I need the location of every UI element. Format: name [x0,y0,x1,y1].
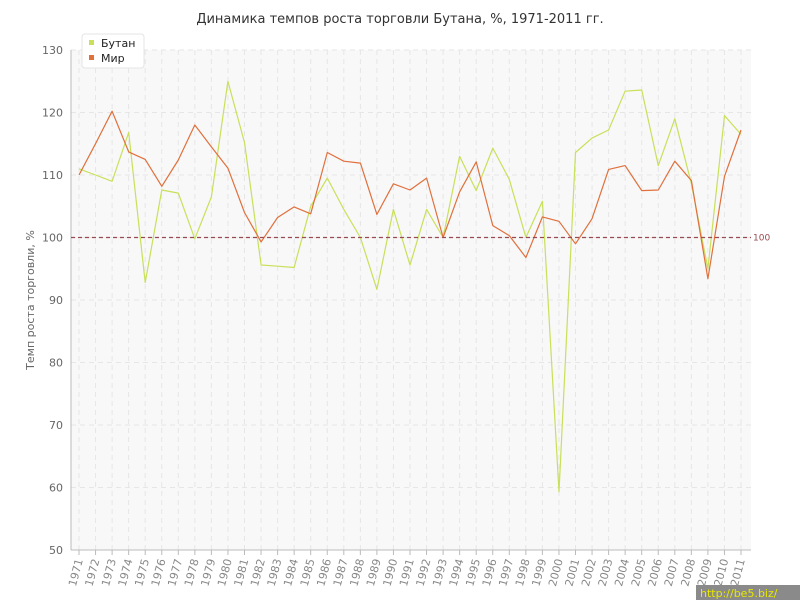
reference-line: 100 [71,234,770,244]
legend-label-bhutan[interactable]: Бутан [101,37,135,50]
series-line-bhutan[interactable] [78,80,742,493]
y-tick-label: 110 [42,169,63,182]
series-line-world[interactable] [78,110,742,280]
watermark-text[interactable]: http://be5.biz/ [700,587,778,600]
chart-title: Динамика темпов роста торговли Бутана, %… [196,12,603,27]
watermark[interactable]: http://be5.biz/ [696,585,800,600]
legend-swatch-bhutan [89,40,94,45]
series [78,80,742,493]
y-tick-label: 130 [42,44,63,57]
x-axis: 1971197219731974197519761977197819791980… [66,549,751,588]
legend-swatch-world [89,55,94,60]
y-tick-label: 120 [42,107,63,120]
reference-line-label: 100 [753,234,770,244]
y-tick-label: 80 [49,357,63,370]
y-tick-label: 100 [42,232,63,245]
y-tick-label: 90 [49,294,63,307]
y-axis-label: Темп роста торговли, % [24,230,37,371]
watermark-background [696,585,800,600]
plot-background [71,50,751,550]
legend-label-world[interactable]: Мир [101,52,125,65]
x-tick-label: 2011 [728,557,748,587]
y-tick-label: 50 [49,544,63,557]
y-axis: 50 60 70 80 90 100 110 120 130 [42,44,72,557]
y-tick-label: 60 [49,482,63,495]
legend-box [81,33,145,69]
y-tick-label: 70 [49,419,63,432]
legend[interactable]: Бутан Мир [81,33,145,69]
